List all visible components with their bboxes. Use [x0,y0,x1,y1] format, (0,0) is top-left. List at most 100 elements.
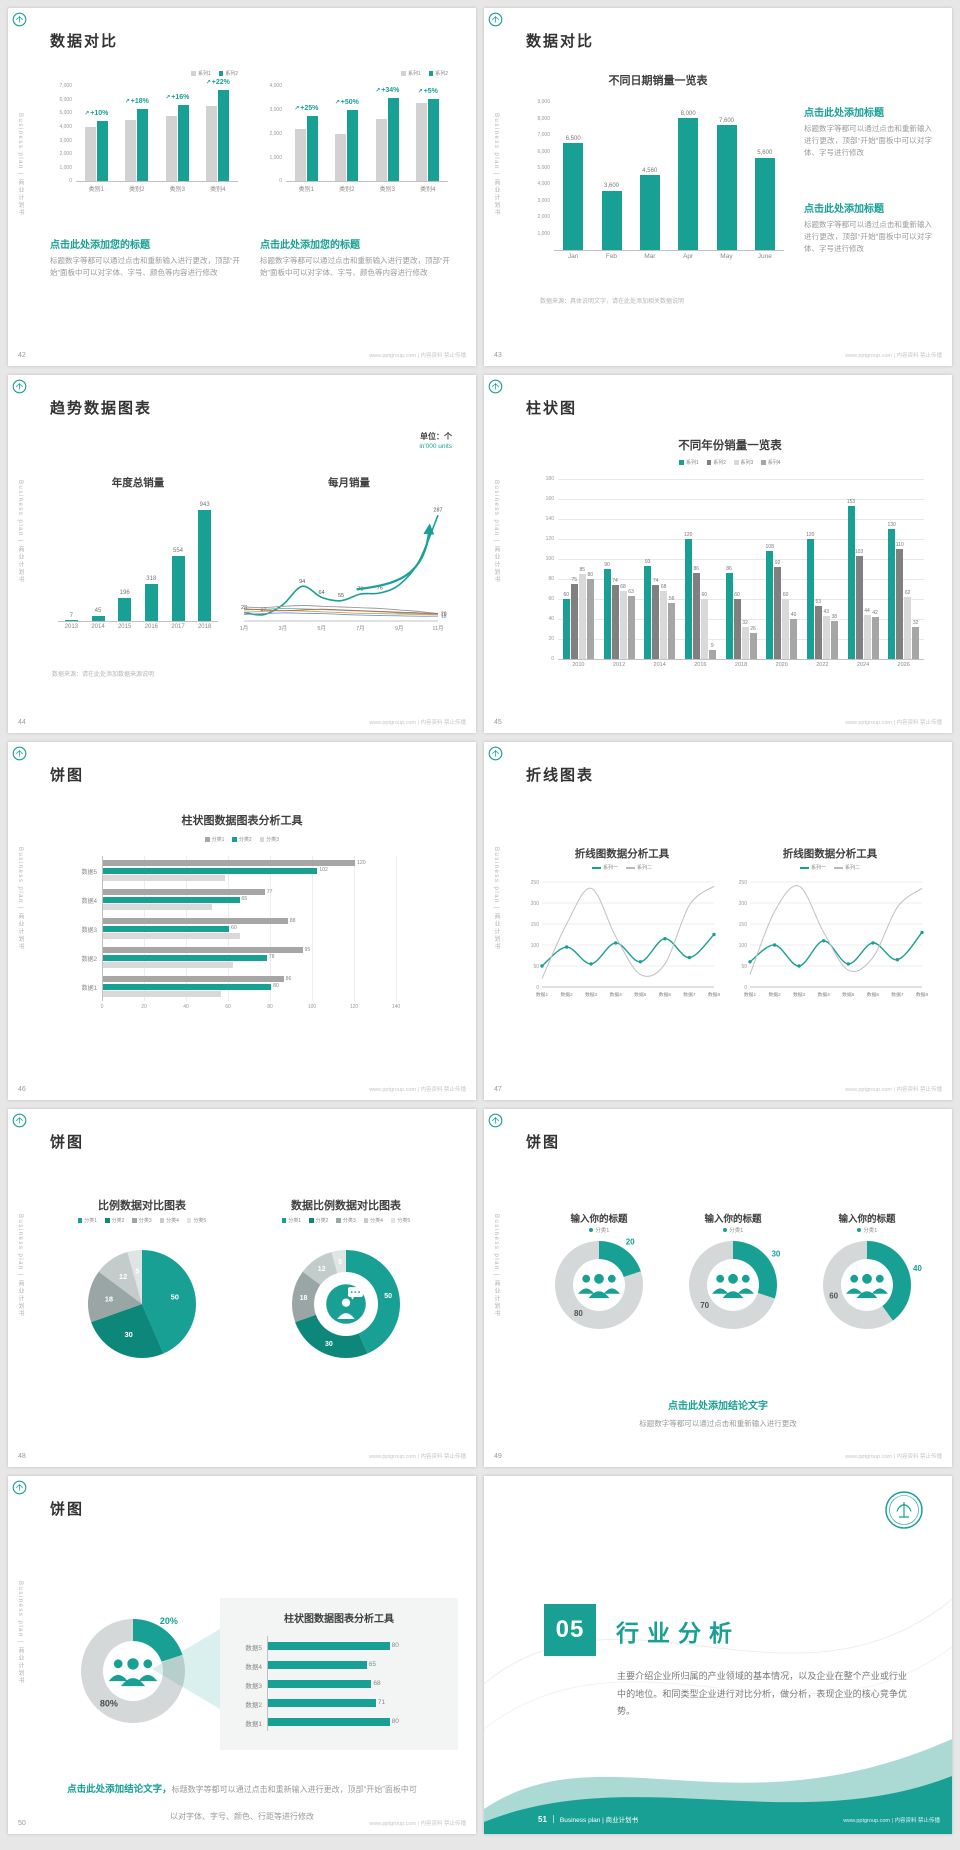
pie-slice [98,1252,142,1304]
x-tick-label: 数据1 [536,991,549,998]
legend: 系列1 系列2 系列3 系列4 [532,459,928,466]
gridline [558,599,924,600]
bar-value-label: 60 [231,925,237,931]
category-label: 数据3 [245,1682,262,1690]
chart-annual-sales: 年度总销量 7 2013 45 2014 196 2015 318 2016 554 2017 943… [52,475,224,635]
person-body-icon [737,1288,754,1294]
x-category-label: 2016 [694,662,707,668]
bar-value-label: 86 [285,975,292,982]
bar-value-label: 74 [652,577,659,584]
bar [611,585,619,659]
y-tick-label: 1,000 [537,230,550,237]
bar [652,585,660,659]
legend-item: 分类1 [722,1226,743,1234]
chat-dot [354,1291,357,1293]
pie-svg: 40 60 [823,1241,922,1329]
x-category-label: 2022 [816,662,829,668]
x-category-label: 类别2 [339,187,355,193]
legend-item: 系列2 [428,70,448,77]
bar [306,115,318,181]
person-body-icon [846,1288,863,1294]
bar [563,143,584,250]
y-tick-label: 60 [548,596,554,603]
page-number: 45 [494,718,502,726]
y-tick-label: 160 [545,496,554,503]
legend-item: 分类1 [856,1226,877,1234]
x-tick-label: 数据6 [659,991,672,998]
y-tick-label: 200 [531,901,540,907]
bar [668,603,676,659]
pie-slice [331,1250,346,1274]
line-series [243,605,439,615]
text-block: 点击此处添加您的标题 标题数字等都可以通过点击和重新输入进行更改，顶部“开始”面… [260,236,450,279]
bar [103,904,213,910]
x-tick-label: 40 [183,1004,189,1010]
chart-title: 输入你的标题 [704,1214,762,1225]
legend-label: 系列1 [197,71,211,77]
legend-item: 分类3 [336,1217,356,1224]
bar [416,102,428,181]
side-caption: Business plan | 商业计划书 [493,847,499,951]
chart-analysis-bars: 柱状图数据图表分析工具 数据5 80 数据4 65 数据3 68 数据2 71 数据1 80 [233,1610,445,1735]
x-category-label: 2014 [653,662,666,668]
slide-42: Business plan | 商业计划书 数据对比 系列1 系列2 0 1,000 2… [8,8,476,366]
slide-44: Business plan | 商业计划书 趋势数据图表 单位：个 in'000… [8,375,476,733]
bar-value-label: 102 [319,867,328,873]
bar [375,119,387,182]
bar-value-label: 62 [904,589,911,596]
y-axis-line [102,856,103,1001]
page-title: 折线图表 [526,767,595,784]
bar-value-label: 38 [831,613,838,620]
legend-item: 分类2 [105,1217,124,1224]
legend-swatch [363,1218,369,1223]
bar [716,125,737,250]
bar [847,506,855,659]
pie-slice [292,1271,321,1323]
watermark: www.pptgroup.com | 内容资料 禁止传播 [845,1454,942,1460]
bar-value-label: 68 [660,583,667,590]
chart-donut-1: 输入你的标题 分类1 20 80 [540,1211,658,1335]
y-tick-label: 9,000 [537,99,550,106]
person-body-icon [856,1291,878,1299]
bar [603,569,611,659]
group-trend-label: ↗+22% [205,79,230,87]
bar-value-label: 68 [373,1680,381,1687]
bar [103,991,221,997]
trend-arrow-icon: ↗ [334,99,340,106]
bar-value-label: 86 [726,565,732,572]
page-number: 48 [18,1452,26,1460]
bar [171,555,185,621]
page-number: 42 [18,351,26,359]
bar-value-label: 120 [684,531,693,538]
gridline [558,499,924,500]
group-trend-label: ↗+34% [375,86,400,94]
legend: 分类1 [540,1226,658,1234]
section-title: 行业分析 [616,1620,740,1646]
legend-swatch [799,866,809,869]
pie-slice [555,1241,644,1329]
side-caption: Business plan | 商业计划书 [17,480,23,584]
chart-title: 折线图数据分析工具 [782,848,878,860]
bar [268,1660,367,1669]
trend-arrow-icon: ↗ [205,80,211,87]
bar-value-label: 108 [765,543,774,550]
data-point [871,941,875,945]
person-body-icon [722,1291,744,1299]
x-tick-label: 60 [225,1004,231,1010]
page-title: 数据对比 [526,33,595,50]
legend-label: 系列3 [740,460,754,466]
bar [639,175,660,250]
x-tick-label: 80 [267,1004,273,1010]
page-number: 46 [18,1085,26,1093]
unit-label-cn: 单位：个 [420,432,452,441]
y-tick-label: 2,000 [269,130,282,137]
slide-46: Business plan | 商业计划书 饼图 柱状图数据图表分析工具 分类1 分… [8,742,476,1100]
category-label: 数据1 [81,985,97,992]
chart-pie: 比例数据对比图表 分类1 分类2 分类3 分类4 分类5 50 30 18 12 5 [52,1197,232,1379]
gridline [396,856,397,1001]
bar-value-label: 318 [146,576,157,582]
legend-swatch [722,1227,728,1233]
x-category-label: 2013 [64,624,79,630]
bar [684,539,692,659]
legend-label: 系列1 [407,71,421,77]
